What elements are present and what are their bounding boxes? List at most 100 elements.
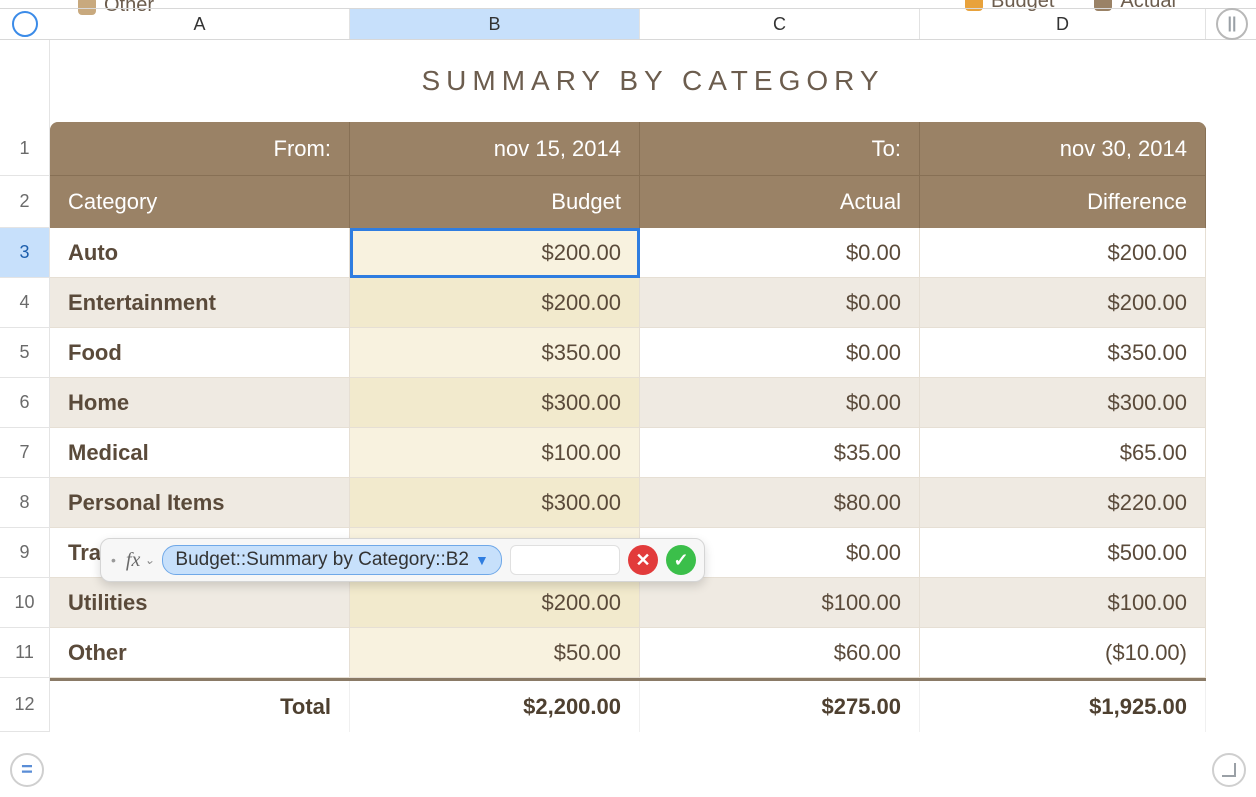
row-header-3[interactable]: 3 (0, 228, 50, 278)
add-row-button[interactable]: = (10, 753, 44, 787)
from-label-cell[interactable]: From: (50, 122, 350, 176)
difference-cell[interactable]: $500.00 (920, 528, 1206, 578)
budget-cell[interactable]: $50.00 (350, 628, 640, 678)
actual-cell[interactable]: $0.00 (640, 378, 920, 428)
total-diff-cell[interactable]: $1,925.00 (920, 681, 1206, 732)
table-title: SUMMARY BY CATEGORY (421, 65, 884, 97)
equals-icon: = (21, 759, 33, 782)
resize-handle[interactable] (1212, 753, 1246, 787)
budget-cell[interactable]: $200.00 (350, 578, 640, 628)
difference-cell[interactable]: $300.00 (920, 378, 1206, 428)
cell-reference-token[interactable]: Budget::Summary by Category::B2 ▼ (162, 545, 501, 575)
row-header-11[interactable]: 11 (0, 628, 50, 678)
column-header-d[interactable]: D (920, 9, 1206, 39)
row-header-2[interactable]: 2 (0, 176, 50, 228)
formula-input[interactable] (510, 545, 620, 575)
row-header-10[interactable]: 10 (0, 578, 50, 628)
check-icon: ✓ (673, 550, 688, 571)
add-column-button[interactable]: || (1216, 8, 1248, 40)
fx-menu[interactable]: fx ⌄ (126, 549, 155, 572)
row-header-5[interactable]: 5 (0, 328, 50, 378)
chevron-down-icon: ⌄ (144, 553, 154, 568)
category-cell[interactable]: Medical (50, 428, 350, 478)
budget-cell[interactable]: $350.00 (350, 328, 640, 378)
row-header-1[interactable]: 1 (0, 122, 50, 176)
budget-cell[interactable]: $300.00 (350, 378, 640, 428)
total-row: Total $2,200.00 $275.00 $1,925.00 (50, 678, 1206, 732)
actual-cell[interactable]: $100.00 (640, 578, 920, 628)
table-title-cell[interactable]: SUMMARY BY CATEGORY (50, 40, 1256, 122)
date-range-row: From: nov 15, 2014 To: nov 30, 2014 (50, 122, 1206, 176)
budget-cell[interactable]: $300.00 (350, 478, 640, 528)
from-value-cell[interactable]: nov 15, 2014 (350, 122, 640, 176)
column-header-row: A B C D (0, 8, 1256, 40)
to-value-cell[interactable]: nov 30, 2014 (920, 122, 1206, 176)
pause-icon: || (1228, 15, 1237, 33)
budget-cell[interactable]: $100.00 (350, 428, 640, 478)
row-header-6[interactable]: 6 (0, 378, 50, 428)
column-header-a[interactable]: A (50, 9, 350, 39)
table-row: Home$300.00$0.00$300.00 (50, 378, 1206, 428)
column-header-b[interactable]: B (350, 9, 640, 39)
difference-cell[interactable]: $200.00 (920, 278, 1206, 328)
cell-reference-text: Budget::Summary by Category::B2 (175, 549, 469, 571)
drag-handle-icon[interactable]: • (109, 552, 118, 568)
header-difference[interactable]: Difference (920, 176, 1206, 228)
column-header-c[interactable]: C (640, 9, 920, 39)
close-icon: ✕ (635, 550, 650, 571)
difference-cell[interactable]: $350.00 (920, 328, 1206, 378)
header-category[interactable]: Category (50, 176, 350, 228)
difference-cell[interactable]: $220.00 (920, 478, 1206, 528)
row-header-9[interactable]: 9 (0, 528, 50, 578)
category-cell[interactable]: Home (50, 378, 350, 428)
header-actual[interactable]: Actual (640, 176, 920, 228)
table-row: Other$50.00$60.00($10.00) (50, 628, 1206, 678)
table-row: Auto$200.00$0.00$200.00 (50, 228, 1206, 278)
fx-label-text: fx (126, 549, 140, 572)
row-header-blank[interactable] (0, 40, 50, 122)
row-header-12[interactable]: 12 (0, 678, 50, 732)
row-header-gutter: 1 2 34567891011 12 (0, 122, 50, 732)
category-cell[interactable]: Other (50, 628, 350, 678)
actual-cell[interactable]: $80.00 (640, 478, 920, 528)
column-title-row: Category Budget Actual Difference (50, 176, 1206, 228)
budget-cell[interactable]: $200.00 (350, 278, 640, 328)
header-budget[interactable]: Budget (350, 176, 640, 228)
corner-icon (1222, 763, 1236, 777)
total-actual-cell[interactable]: $275.00 (640, 681, 920, 732)
title-row: SUMMARY BY CATEGORY (0, 40, 1256, 122)
actual-cell[interactable]: $0.00 (640, 278, 920, 328)
total-label-cell[interactable]: Total (50, 681, 350, 732)
cancel-formula-button[interactable]: ✕ (628, 545, 658, 575)
summary-table: From: nov 15, 2014 To: nov 30, 2014 Cate… (50, 122, 1206, 732)
to-label-cell[interactable]: To: (640, 122, 920, 176)
table-row: Entertainment$200.00$0.00$200.00 (50, 278, 1206, 328)
table-row: Utilities$200.00$100.00$100.00 (50, 578, 1206, 628)
difference-cell[interactable]: $100.00 (920, 578, 1206, 628)
actual-cell[interactable]: $0.00 (640, 228, 920, 278)
select-all-handle[interactable] (0, 9, 50, 39)
actual-cell[interactable]: $35.00 (640, 428, 920, 478)
category-cell[interactable]: Auto (50, 228, 350, 278)
actual-cell[interactable]: $60.00 (640, 628, 920, 678)
category-cell[interactable]: Utilities (50, 578, 350, 628)
category-cell[interactable]: Entertainment (50, 278, 350, 328)
difference-cell[interactable]: $65.00 (920, 428, 1206, 478)
category-cell[interactable]: Food (50, 328, 350, 378)
dropdown-triangle-icon: ▼ (475, 552, 489, 568)
row-header-8[interactable]: 8 (0, 478, 50, 528)
formula-editor[interactable]: • fx ⌄ Budget::Summary by Category::B2 ▼… (100, 538, 705, 582)
row-header-7[interactable]: 7 (0, 428, 50, 478)
row-header-4[interactable]: 4 (0, 278, 50, 328)
table-row: Food$350.00$0.00$350.00 (50, 328, 1206, 378)
table-row: Personal Items$300.00$80.00$220.00 (50, 478, 1206, 528)
difference-cell[interactable]: ($10.00) (920, 628, 1206, 678)
table-row: Medical$100.00$35.00$65.00 (50, 428, 1206, 478)
budget-cell[interactable]: $200.00 (350, 228, 640, 278)
actual-cell[interactable]: $0.00 (640, 328, 920, 378)
category-cell[interactable]: Personal Items (50, 478, 350, 528)
spreadsheet-body: SUMMARY BY CATEGORY 1 2 34567891011 12 F… (0, 40, 1256, 122)
total-budget-cell[interactable]: $2,200.00 (350, 681, 640, 732)
accept-formula-button[interactable]: ✓ (666, 545, 696, 575)
difference-cell[interactable]: $200.00 (920, 228, 1206, 278)
